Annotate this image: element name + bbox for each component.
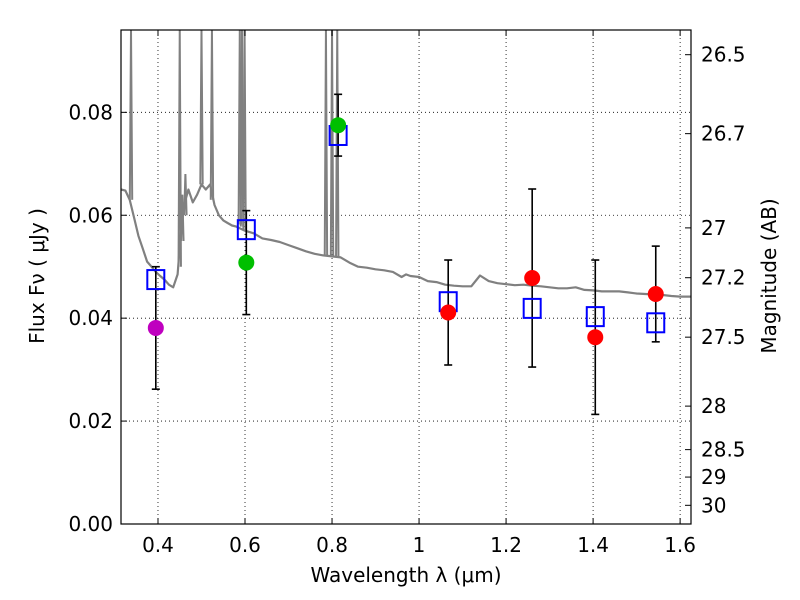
- emission-line-spike: [199, 29, 204, 185]
- observed-flux-point: [330, 117, 347, 134]
- emission-line-spike: [183, 174, 188, 216]
- x-tick-label: 0.4: [142, 533, 174, 557]
- model-flux-square: [522, 297, 542, 319]
- x-tick-label: 1.2: [490, 533, 522, 557]
- model-flux-square: [585, 306, 605, 328]
- model-flux-square: [236, 219, 256, 241]
- right-tick-label: 27.5: [701, 325, 746, 349]
- x-axis-label: Wavelength λ (μm): [310, 563, 501, 587]
- x-tick-label: 1.6: [664, 533, 696, 557]
- right-tick-label: 26.7: [701, 122, 746, 146]
- right-tick-label: 30: [701, 493, 726, 517]
- observed-flux-point: [238, 254, 255, 271]
- axis-ticks: 0.4 0.6 0.8 1 1.2 1.4 1.6 0.00 0.02 0.04 0.06 0.08 2…: [68, 30, 746, 557]
- emission-line-spike: [180, 194, 185, 242]
- observed-flux-point: [587, 329, 604, 346]
- emission-line-spike: [323, 29, 329, 256]
- right-tick-label: 26.5: [701, 43, 746, 67]
- observed-points: [147, 117, 664, 346]
- emission-line-spike: [242, 29, 247, 230]
- model-flux-square: [646, 312, 666, 334]
- observed-flux-point: [524, 270, 541, 287]
- observed-flux-point: [147, 319, 164, 336]
- observed-flux-point: [440, 304, 457, 321]
- emission-line-spike: [128, 29, 134, 200]
- y-axis-right-label: Magnitude (AB): [757, 198, 781, 353]
- y-tick-label: 0.04: [68, 306, 113, 330]
- error-bars: [151, 93, 660, 416]
- right-tick-label: 27.2: [701, 266, 746, 290]
- x-tick-label: 1: [413, 533, 426, 557]
- x-tick-label: 1.4: [577, 533, 609, 557]
- model-points: [146, 124, 666, 334]
- y-tick-label: 0.02: [68, 409, 113, 433]
- y-tick-label: 0.06: [68, 203, 113, 227]
- grid-lines: [121, 30, 691, 525]
- model-flux-square: [146, 269, 166, 291]
- x-tick-label: 0.8: [316, 533, 348, 557]
- y-axis-left-label: Flux Fν ( μJy ): [25, 208, 49, 344]
- right-tick-label: 28: [701, 394, 726, 418]
- y-tick-label: 0.08: [68, 100, 113, 124]
- y-tick-label: 0.00: [68, 512, 113, 536]
- right-tick-label: 29: [701, 465, 726, 489]
- plot-frame: [120, 29, 692, 525]
- right-tick-label: 27: [701, 216, 726, 240]
- emission-line-spike: [209, 29, 215, 200]
- observed-flux-point: [647, 285, 664, 302]
- x-tick-label: 0.6: [229, 533, 261, 557]
- sed-spectrum: [120, 29, 691, 298]
- sed-continuum-line: [120, 183, 691, 298]
- right-tick-label: 28.5: [701, 438, 746, 462]
